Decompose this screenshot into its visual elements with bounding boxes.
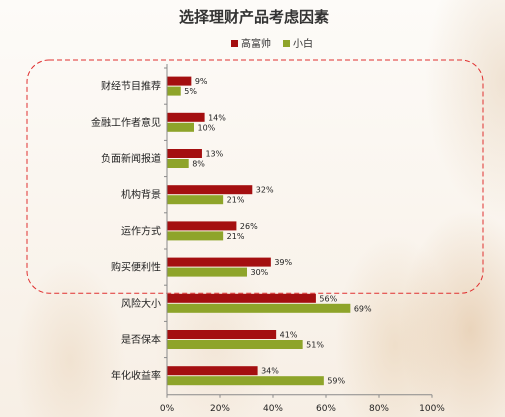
category-label: 购买便利性 [111, 261, 161, 274]
category-label: 是否保本 [121, 333, 161, 346]
data-label-series-1: 39% [274, 258, 292, 267]
bar-series-1 [167, 330, 277, 339]
data-label-series-2: 51% [306, 341, 324, 350]
data-label-series-2: 5% [184, 87, 197, 96]
bar-series-1 [167, 366, 258, 376]
data-label-series-1: 32% [256, 186, 274, 195]
category-label: 机构背景 [121, 188, 161, 201]
plot-area: 0% 20% 40% 60% 80% 100% 财经节目推荐 9%5% 金融工作者意见 14%10… [26, 59, 484, 414]
data-label-series-2: 21% [227, 232, 245, 241]
x-tick-label: 60% [316, 404, 336, 414]
category-label: 运作方式 [121, 224, 161, 237]
category-label: 年化收益率 [111, 369, 161, 382]
x-tick-label: 40% [263, 404, 283, 414]
bar-series-1 [167, 221, 237, 231]
category-label: 风险大小 [121, 297, 161, 310]
bar-series-2 [167, 376, 324, 386]
data-label-series-1: 34% [261, 367, 279, 376]
data-label-series-1: 26% [240, 222, 258, 231]
bar-series-1 [167, 112, 205, 122]
bar-series-1 [167, 185, 253, 195]
legend-label-series-2: 小白 [293, 37, 313, 50]
bar-series-2 [167, 86, 181, 96]
x-tick-label: 100% [419, 404, 445, 414]
data-label-series-1: 13% [205, 150, 223, 159]
bar-series-2 [167, 122, 194, 132]
bar-series-1 [167, 76, 192, 86]
legend: 高富帅 小白 [231, 37, 313, 50]
bar-series-2 [167, 267, 247, 277]
bar-series-2 [167, 159, 189, 168]
bar-series-1 [167, 257, 271, 267]
category-label: 金融工作者意见 [91, 116, 161, 129]
data-label-series-2: 59% [327, 377, 345, 386]
chart-title: 选择理财产品考虑因素 [179, 8, 329, 26]
highlight-box [26, 59, 484, 294]
bar-series-2 [167, 340, 303, 349]
bar-series-2 [167, 195, 224, 205]
legend-label-series-1: 高富帅 [241, 37, 271, 50]
bar-series-1 [167, 149, 202, 158]
bar-series-2 [167, 303, 351, 313]
x-tick-label: 80% [369, 404, 389, 414]
data-label-series-2: 21% [227, 196, 245, 205]
bar-series-2 [167, 231, 224, 241]
data-label-series-2: 8% [192, 160, 205, 169]
x-tick-label: 20% [210, 404, 230, 414]
data-label-series-1: 56% [319, 294, 337, 303]
legend-swatch-series-2 [283, 40, 290, 47]
data-label-series-1: 14% [208, 113, 226, 122]
data-label-series-1: 9% [195, 77, 208, 86]
data-label-series-1: 41% [280, 331, 298, 340]
data-label-series-2: 30% [251, 268, 269, 277]
x-tick-label: 0% [160, 404, 175, 414]
data-label-series-2: 69% [354, 304, 372, 313]
bar-series-1 [167, 293, 316, 303]
category-label: 财经节目推荐 [101, 80, 161, 93]
data-label-series-2: 10% [198, 123, 216, 132]
legend-swatch-series-1 [231, 40, 238, 47]
category-label: 负面新闻报道 [101, 152, 161, 165]
